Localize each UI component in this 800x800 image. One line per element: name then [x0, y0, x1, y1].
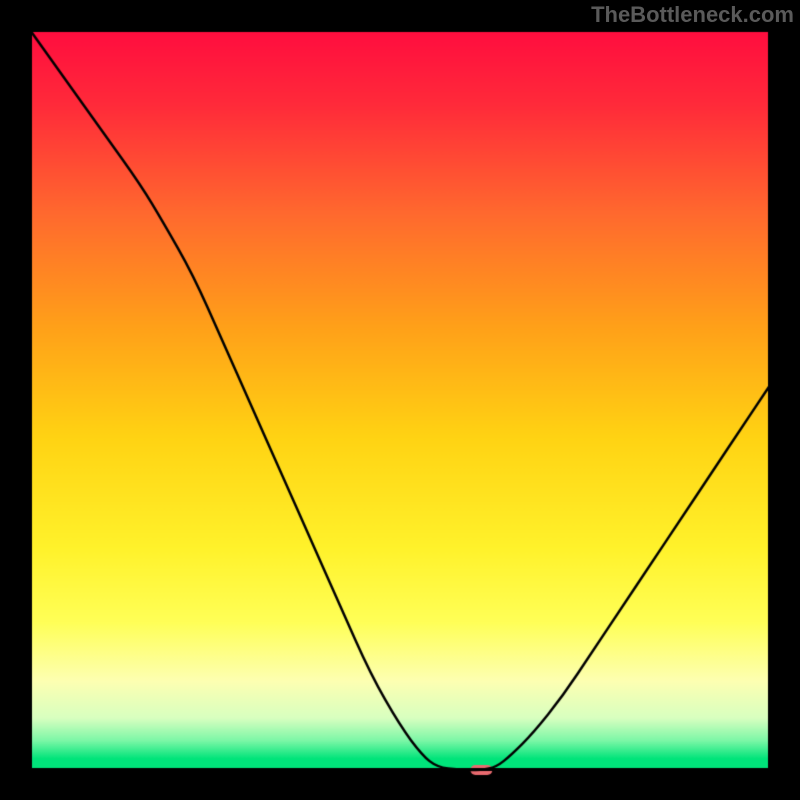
chart-container: TheBottleneck.com	[0, 0, 800, 800]
bottleneck-chart-canvas	[0, 0, 800, 800]
watermark-label: TheBottleneck.com	[591, 2, 794, 28]
